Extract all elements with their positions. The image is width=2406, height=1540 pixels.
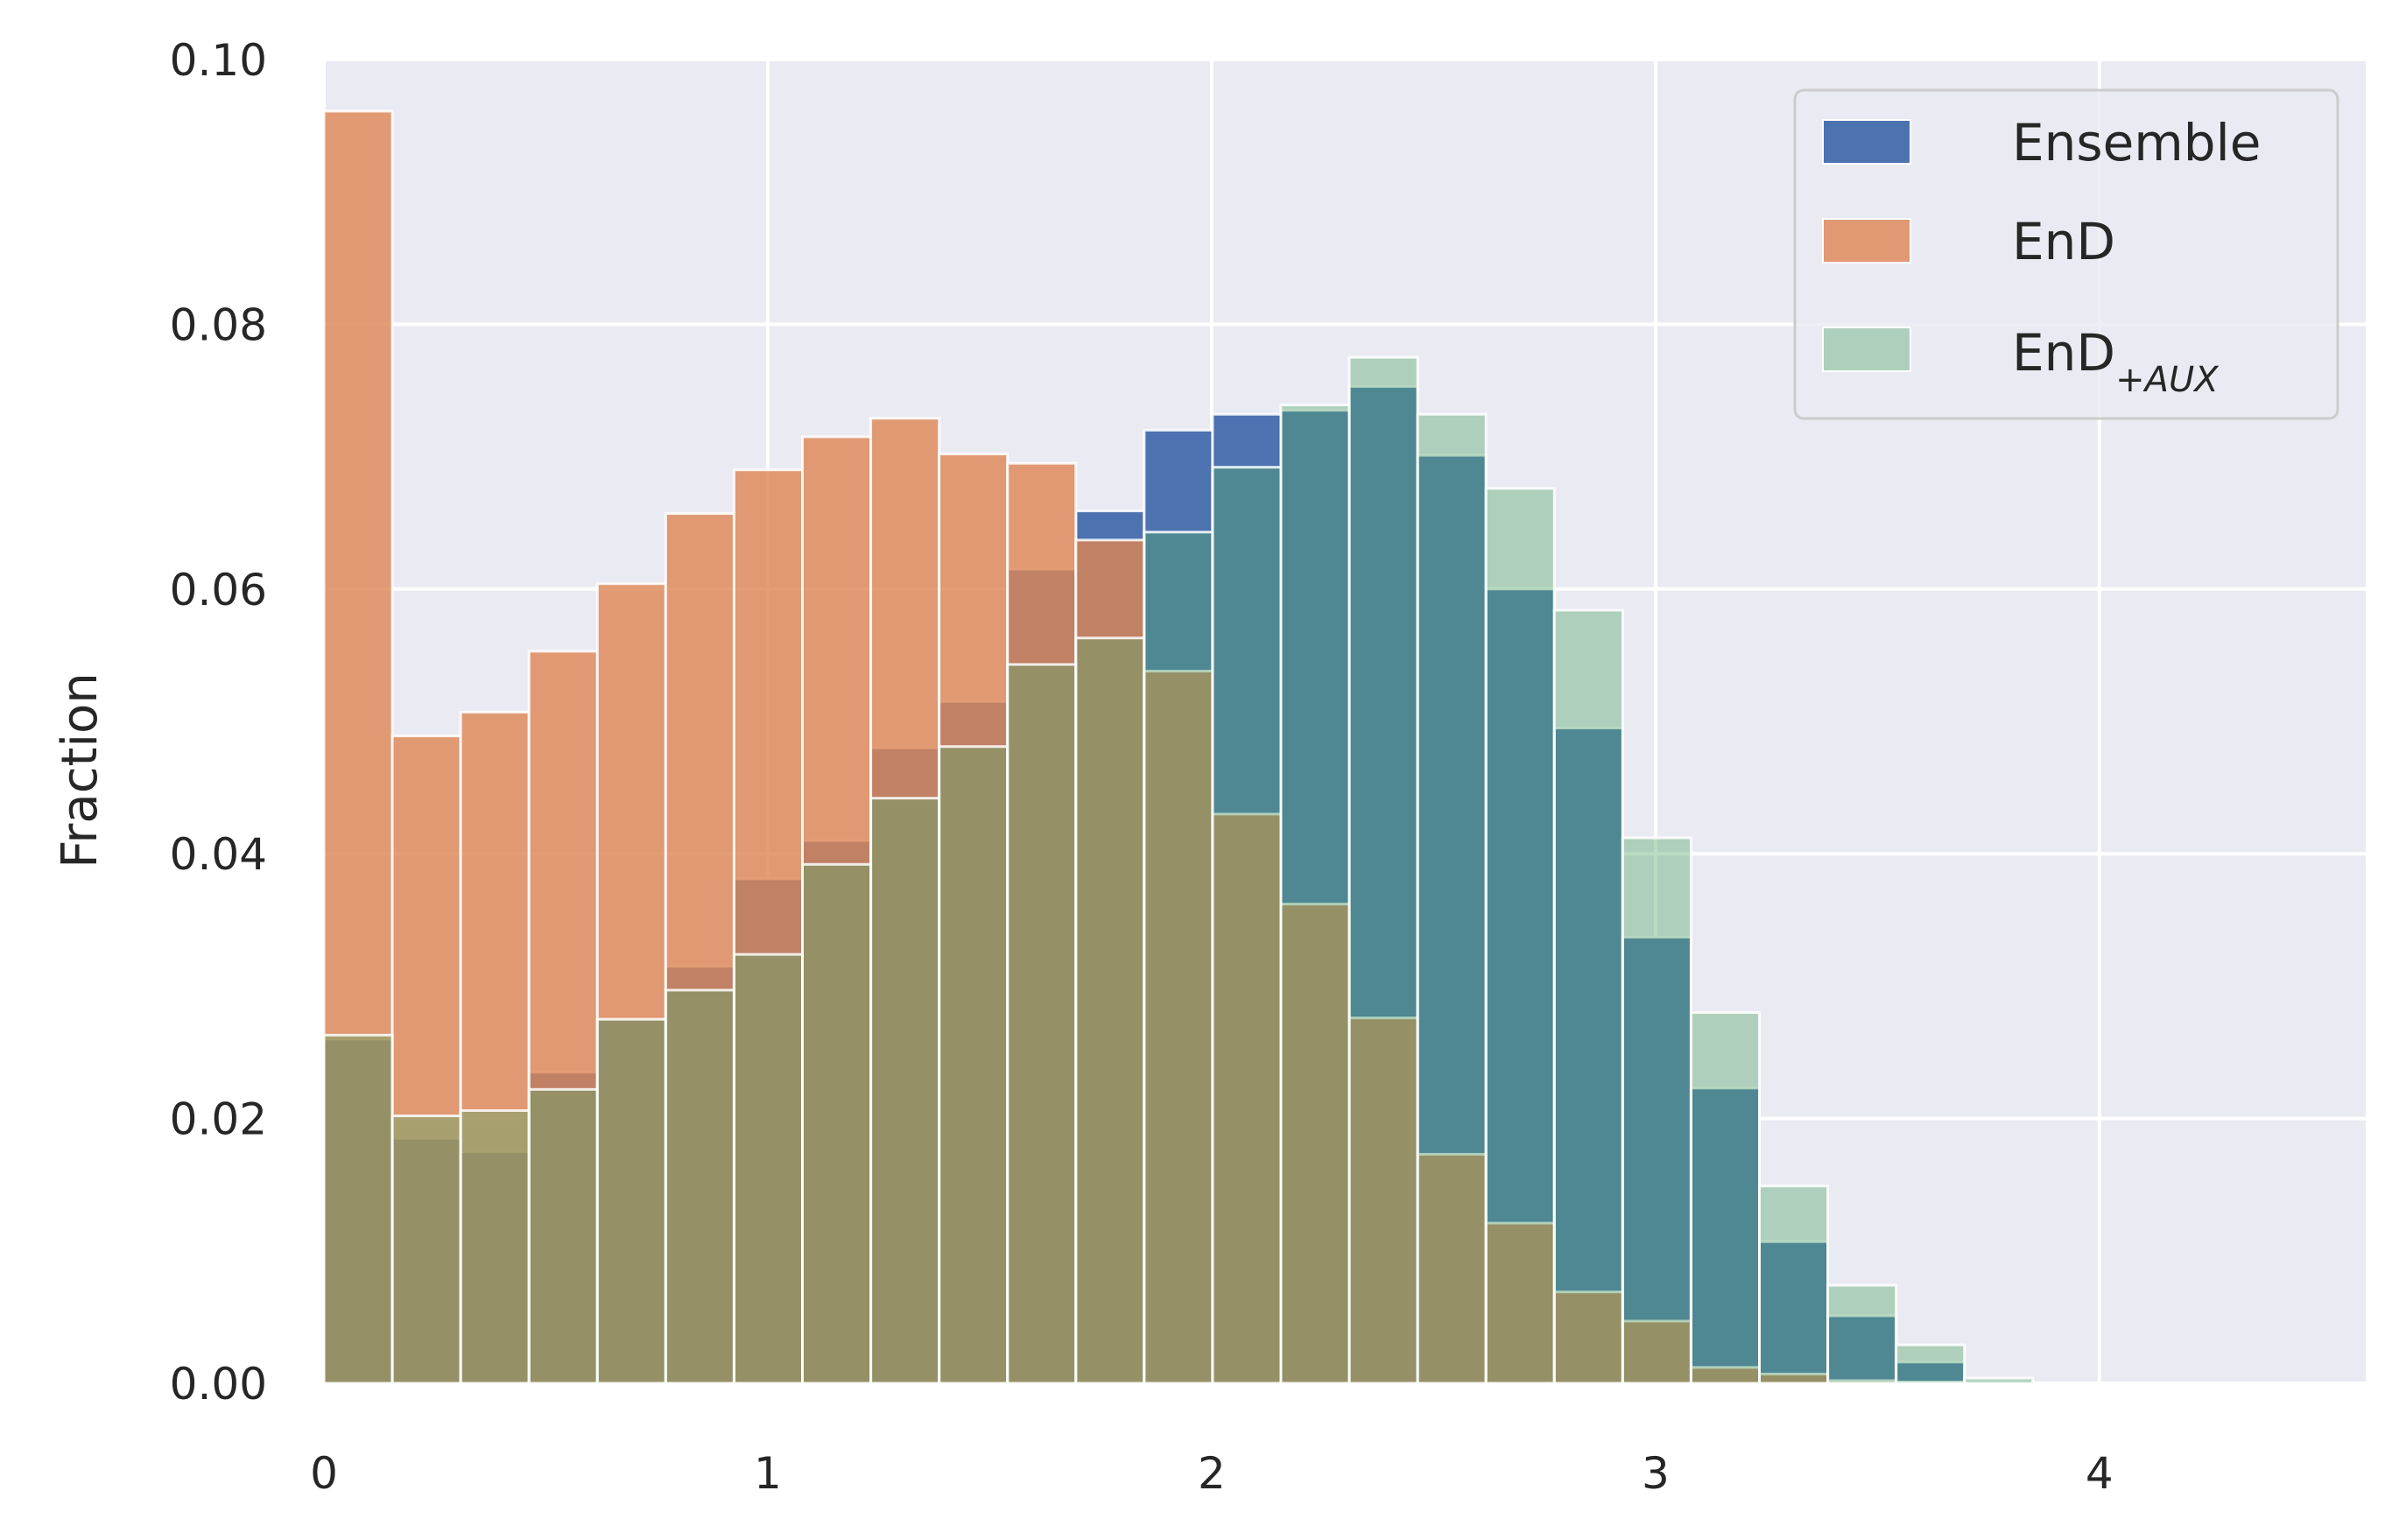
- histogram-bar: [595, 1017, 667, 1385]
- histogram-bar: [1895, 1343, 1966, 1385]
- histogram-bar: [1484, 487, 1556, 1385]
- x-tick-label: 1: [754, 1448, 782, 1499]
- legend-label-end-aux-main: EnD: [2012, 323, 2115, 383]
- histogram-bar: [1006, 461, 1078, 1385]
- histogram-bar: [1279, 903, 1351, 1385]
- histogram-bar: [1757, 1185, 1830, 1385]
- x-tick-label: 4: [2086, 1448, 2114, 1499]
- x-axis-ticks: 0 1 2 3 4: [310, 1448, 2114, 1499]
- histogram-bar: [1074, 636, 1146, 1385]
- histogram-bar: [1211, 466, 1283, 1385]
- legend-label-end-aux-sub: +AUX: [2115, 360, 2220, 400]
- histogram-bar: [1279, 404, 1351, 1385]
- histogram-bar: [1552, 1290, 1624, 1385]
- histogram-bar: [459, 1109, 531, 1385]
- histogram-bar: [800, 862, 873, 1385]
- histogram-bars: [322, 109, 2035, 1385]
- legend-swatch-end-aux: [1822, 327, 1911, 372]
- histogram-bar: [938, 745, 1010, 1385]
- histogram-bar: [527, 650, 599, 1385]
- histogram-bar: [869, 797, 941, 1385]
- legend-box: [1793, 88, 2339, 420]
- histogram-bar: [390, 735, 462, 1385]
- series-end: [322, 109, 1966, 1385]
- y-tick-label: 0.08: [170, 299, 267, 350]
- y-tick-label: 0.04: [170, 829, 267, 880]
- legend-swatch-end: [1822, 218, 1911, 264]
- y-axis-ticks: 0.00 0.02 0.04 0.06 0.08 0.10: [170, 35, 267, 1410]
- y-tick-label: 0.02: [170, 1094, 267, 1145]
- x-tick-label: 2: [1198, 1448, 1226, 1499]
- histogram-bar: [1143, 531, 1214, 1385]
- histogram-bar: [1416, 1152, 1488, 1385]
- histogram-bar: [1347, 1016, 1419, 1385]
- legend-label-end: EnD: [2012, 212, 2115, 271]
- histogram-bar: [938, 453, 1010, 1385]
- histogram-bar: [1963, 1376, 2035, 1385]
- histogram-bar: [732, 468, 804, 1385]
- y-axis-label: Fraction: [52, 672, 109, 868]
- series-end-aux: [322, 355, 2035, 1385]
- y-tick-label: 0.00: [170, 1359, 267, 1410]
- histogram-bar: [1416, 412, 1488, 1385]
- y-tick-label: 0.06: [170, 565, 267, 615]
- histogram-bar: [1552, 608, 1624, 1385]
- histogram-bar: [322, 1033, 394, 1385]
- histogram-bar: [1689, 1086, 1761, 1385]
- x-tick-label: 3: [1642, 1448, 1670, 1499]
- histogram-bar: [732, 953, 804, 1385]
- histogram-bar: [664, 512, 735, 1385]
- legend-label-ensemble: Ensemble: [2012, 113, 2261, 172]
- legend-swatch-ensemble: [1822, 119, 1911, 165]
- histogram-bar: [1689, 1011, 1761, 1385]
- histogram-bar: [527, 1087, 599, 1385]
- y-tick-label: 0.10: [170, 35, 267, 86]
- x-tick-label: 0: [310, 1448, 338, 1499]
- legend-label-end-aux: EnD+AUX: [2012, 323, 2220, 400]
- histogram-bar: [1621, 836, 1692, 1385]
- legend: Ensemble EnD EnD+AUX: [1793, 88, 2339, 420]
- histogram-bar: [800, 435, 873, 1385]
- histogram-bar: [1826, 1283, 1898, 1385]
- histogram-bar: [1347, 355, 1419, 1385]
- histogram-bar: [1143, 670, 1214, 1385]
- histogram-bar: [1006, 663, 1078, 1385]
- histogram-bar: [390, 1115, 462, 1385]
- histogram-bar: [664, 988, 735, 1385]
